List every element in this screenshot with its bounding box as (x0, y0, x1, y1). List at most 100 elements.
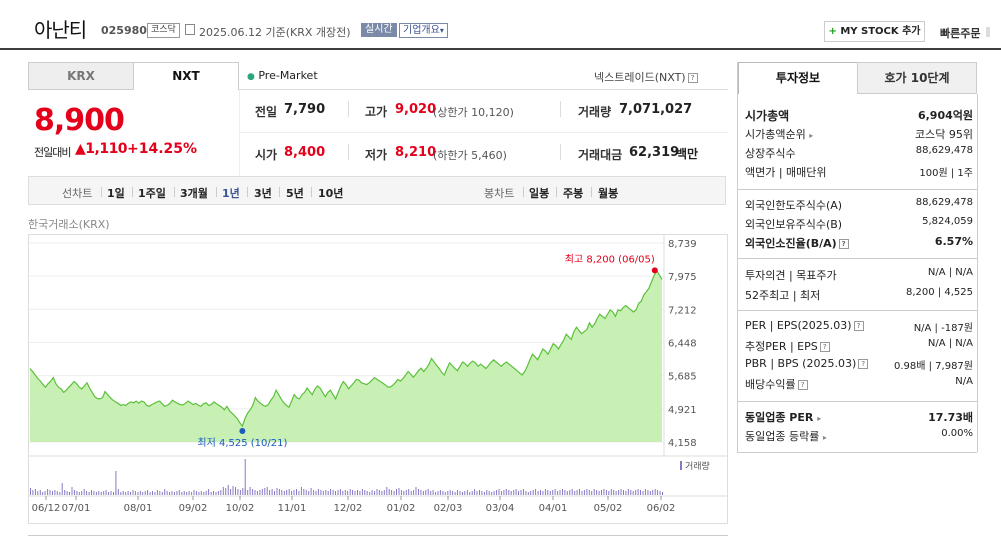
period-1w[interactable]: 1주일 (138, 187, 166, 200)
volume-bar (354, 491, 356, 495)
y-tick-label: 8,739 (668, 239, 697, 250)
volume-bar (281, 490, 283, 495)
volume-bar (398, 488, 400, 495)
sector-per-value: 17.73배 (928, 411, 973, 424)
sector-rate-row[interactable]: 동일업종 등락률 ▸ 0.00% (745, 428, 973, 446)
foreign-limit-row: 외국인한도주식수(A) 88,629,478 (745, 197, 973, 215)
volume-bar (422, 491, 424, 495)
sector-per-row[interactable]: 동일업종 PER ▸ 17.73배 (745, 409, 973, 427)
sector-rate-value: 0.00% (941, 428, 973, 439)
volume-bar (122, 491, 124, 495)
volume-bar (252, 489, 254, 495)
help-icon[interactable]: ? (858, 359, 869, 369)
volume-bar (95, 492, 97, 495)
candle-daily[interactable]: 일봉 (529, 187, 550, 200)
add-mystock-button[interactable]: + MY STOCK 추가 (824, 21, 925, 42)
right-panel-right-border (977, 94, 978, 452)
tab-orderbook[interactable]: 호가 10단계 (857, 62, 977, 94)
chart-bottom-border (28, 535, 728, 536)
volume-bar (559, 490, 561, 495)
volume-bar (342, 491, 344, 495)
y-tick-label: 7,975 (668, 272, 697, 283)
dividend-label-text: 배당수익률 (745, 378, 796, 391)
volume-bar (469, 492, 471, 495)
tab-krx[interactable]: KRX (28, 62, 134, 90)
help-icon[interactable]: ? (838, 239, 849, 249)
volume-bar (305, 490, 307, 495)
high-annotation: 최고 8,200 (06/05) (565, 253, 655, 265)
volume-bar (430, 491, 432, 495)
stat-row-divider (239, 132, 728, 133)
help-icon[interactable]: ? (797, 380, 808, 390)
volume-bar (120, 492, 122, 495)
price-chart[interactable]: 8,739 7,975 7,212 6,448 5,685 4,921 4,158 최고 8… (28, 234, 728, 524)
period-1d[interactable]: 1일 (107, 187, 125, 200)
volume-bar (547, 490, 549, 495)
volume-bar (408, 489, 410, 495)
volume-bar (513, 490, 515, 495)
volume-bar (159, 491, 161, 495)
volume-value: 7,071,027 (619, 102, 693, 117)
realtime-badge[interactable]: 실시간 (361, 23, 397, 37)
volume-bar (330, 489, 332, 495)
volume-bar (657, 490, 659, 495)
period-3m[interactable]: 3개월 (180, 187, 208, 200)
volume-bar (93, 491, 95, 495)
volume-bar (493, 491, 495, 495)
price-area (30, 270, 662, 442)
volume-bar (435, 492, 437, 495)
volume-bar (371, 490, 373, 495)
volume-bar (113, 492, 114, 495)
status-dot-icon: ● (247, 72, 255, 82)
volume-bar (222, 487, 224, 495)
quick-order-link[interactable]: 빠른주문 (940, 25, 980, 41)
stock-header: 아난티 025980 코스닥 2025.06.12 기준(KRX 개장전) 실시… (0, 0, 1001, 50)
dividend-value: N/A (955, 376, 973, 387)
volume-bar (361, 489, 363, 495)
foreign-hold-row: 외국인보유주식수(B) 5,824,059 (745, 216, 973, 234)
volume-bar (566, 491, 568, 495)
stat-col-divider (348, 144, 349, 160)
y-tick-label: 6,448 (668, 339, 697, 350)
volume-bar (315, 491, 317, 495)
volume-bar (83, 489, 85, 495)
section-divider (738, 310, 978, 311)
volume-bar (569, 490, 571, 495)
period-separator (216, 187, 217, 197)
tab-invest-info[interactable]: 투자정보 (738, 62, 858, 94)
help-icon[interactable]: ? (819, 342, 830, 352)
help-icon[interactable]: ? (853, 321, 864, 331)
volume-bar (147, 490, 149, 495)
x-axis: 06/12 07/01 08/01 09/02 10/02 11/01 12/02 01/02… (32, 496, 675, 514)
volume-bar (210, 492, 212, 495)
volume-bar (244, 459, 246, 495)
candle-monthly[interactable]: 월봉 (598, 187, 619, 200)
rank-row[interactable]: 시가총액순위 ▸ 코스닥 95위 (745, 126, 973, 144)
period-10y[interactable]: 10년 (318, 187, 344, 200)
scrollbar[interactable] (986, 27, 990, 37)
help-icon[interactable]: ? (687, 73, 698, 83)
volume-bar (454, 492, 456, 495)
volume-bar (520, 490, 522, 495)
volume-bar (652, 490, 654, 495)
volume-bar (357, 490, 358, 495)
volume-bar (632, 491, 634, 495)
face-value-label: 액면가 | 매매단위 (745, 166, 827, 179)
period-1y[interactable]: 1년 (222, 187, 240, 200)
stat-col-divider (348, 101, 349, 117)
company-info-dropdown[interactable]: 기업개요▾ (399, 23, 448, 38)
tab-nxt[interactable]: NXT (133, 62, 239, 90)
volume-bar (449, 490, 451, 495)
period-3y[interactable]: 3년 (254, 187, 272, 200)
period-5y[interactable]: 5년 (286, 187, 304, 200)
chart-annotations: 최고 8,200 (06/05) 최저 4,525 (10/21) (197, 253, 658, 449)
volume-bar (535, 489, 537, 495)
volume-bar (325, 490, 327, 495)
candle-weekly[interactable]: 주봉 (563, 187, 584, 200)
volume-bar (537, 491, 539, 495)
volume-bar (635, 490, 637, 495)
period-separator (556, 187, 557, 197)
open-value: 8,400 (284, 145, 326, 160)
volume-bar (69, 492, 70, 495)
volume-bar (530, 491, 532, 495)
